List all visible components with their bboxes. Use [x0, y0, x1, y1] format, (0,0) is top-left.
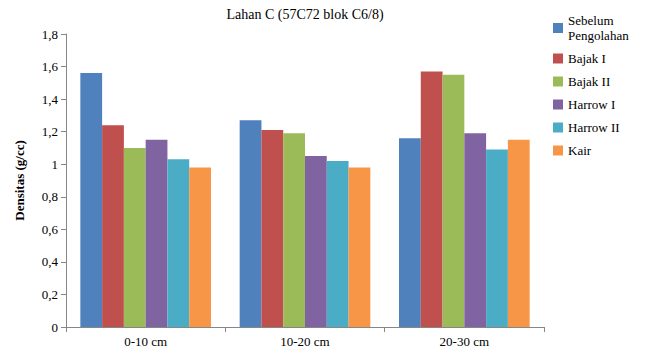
- svg-text:1,4: 1,4: [42, 92, 59, 107]
- svg-text:0-10 cm: 0-10 cm: [124, 334, 167, 349]
- svg-text:Harrow I: Harrow I: [568, 97, 615, 112]
- svg-text:Sebelum: Sebelum: [568, 13, 617, 28]
- svg-text:Kair: Kair: [568, 143, 592, 158]
- svg-text:Densitas (g/cc): Densitas (g/cc): [12, 140, 27, 221]
- svg-text:Bajak I: Bajak I: [568, 51, 606, 66]
- svg-text:1,6: 1,6: [42, 59, 59, 74]
- svg-text:10-20 cm: 10-20 cm: [280, 334, 329, 349]
- svg-text:Harrow II: Harrow II: [568, 120, 620, 135]
- svg-text:1,8: 1,8: [42, 27, 58, 42]
- svg-text:0,2: 0,2: [42, 287, 58, 302]
- svg-text:Pengolahan: Pengolahan: [568, 28, 629, 43]
- svg-text:Lahan C (57C72 blok C6/8): Lahan C (57C72 blok C6/8): [226, 7, 383, 23]
- svg-text:0,4: 0,4: [42, 254, 59, 269]
- svg-text:0,6: 0,6: [42, 222, 59, 237]
- svg-text:0,8: 0,8: [42, 189, 58, 204]
- svg-text:Bajak II: Bajak II: [568, 74, 610, 89]
- svg-text:0: 0: [52, 320, 59, 335]
- svg-text:1: 1: [52, 157, 59, 172]
- svg-text:1,2: 1,2: [42, 124, 58, 139]
- svg-text:20-30 cm: 20-30 cm: [440, 334, 489, 349]
